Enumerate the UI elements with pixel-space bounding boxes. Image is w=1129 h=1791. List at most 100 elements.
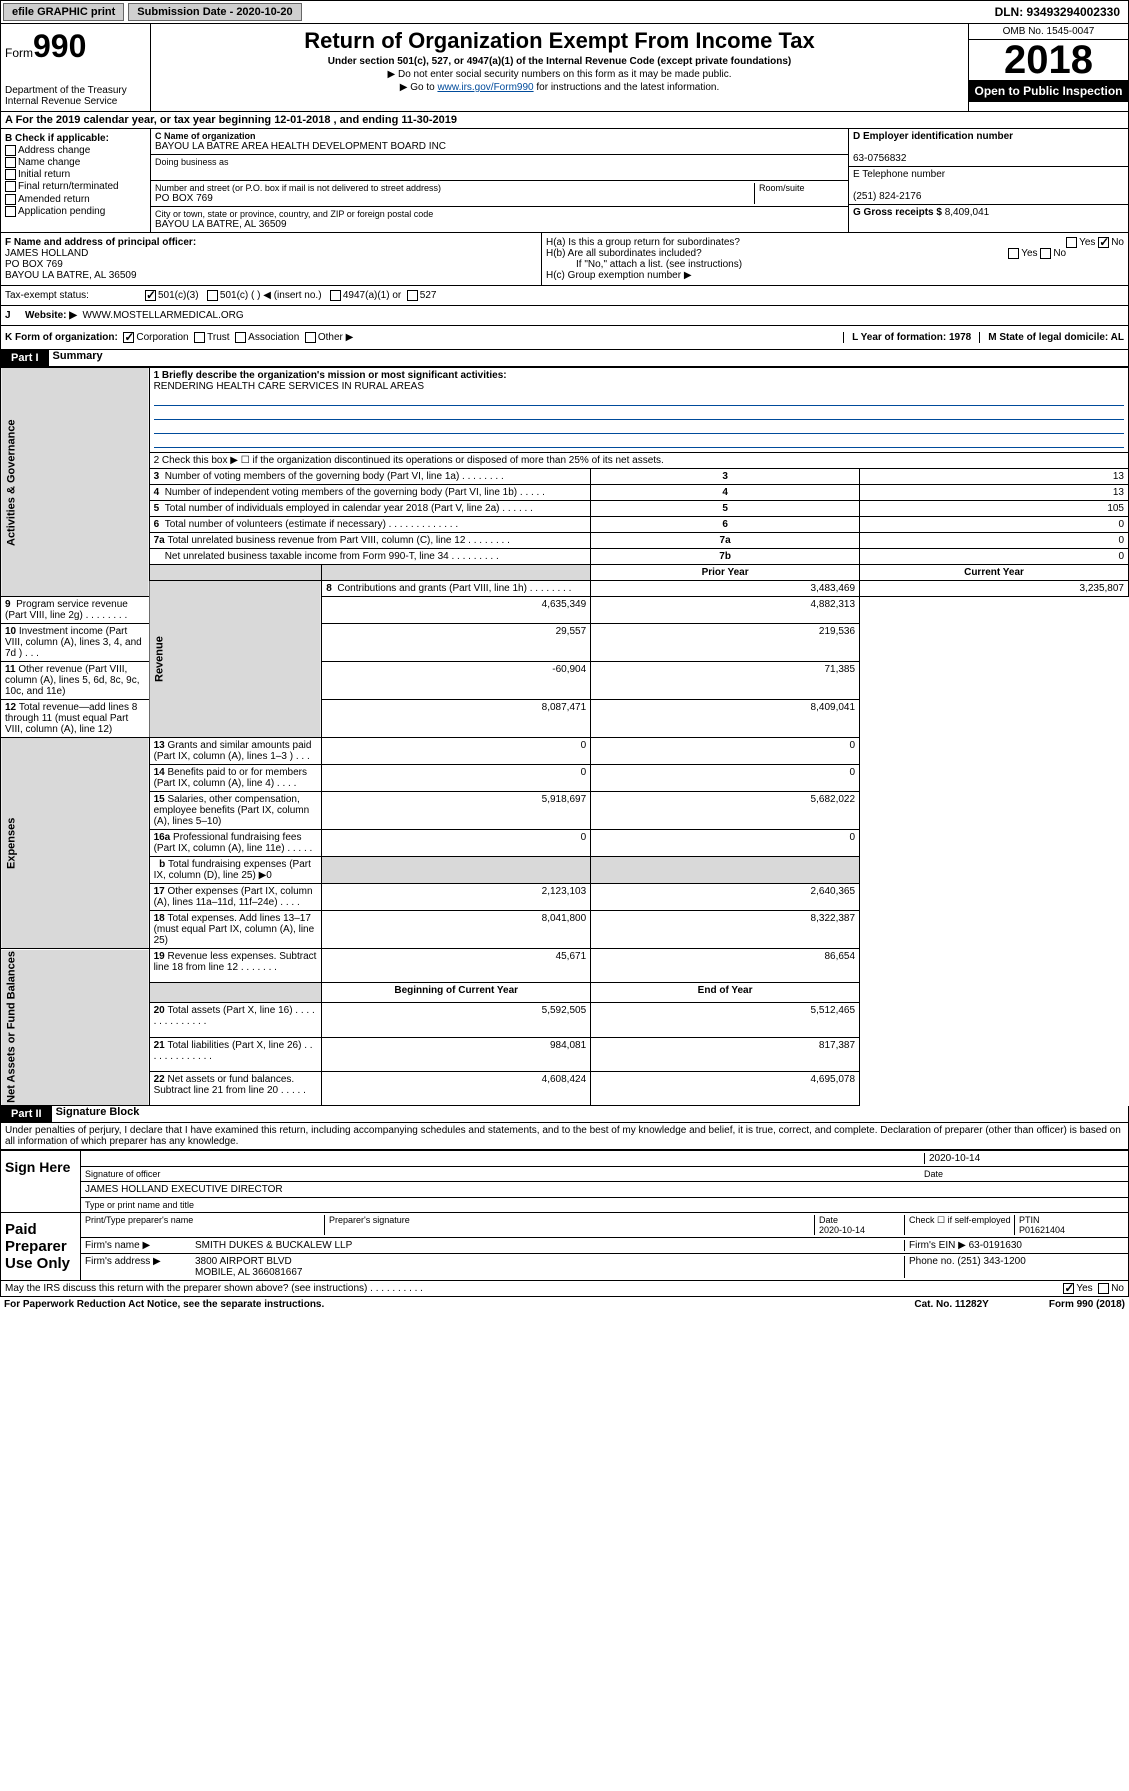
h-b-note: If "No," attach a list. (see instruction… [546, 259, 1124, 270]
declaration: Under penalties of perjury, I declare th… [0, 1123, 1129, 1150]
side-revenue: Revenue [149, 581, 322, 738]
officer-name: JAMES HOLLAND [5, 248, 88, 259]
sig-date: 2020-10-14 [924, 1153, 1124, 1164]
website-row: J Website: ▶ WWW.MOSTELLARMEDICAL.ORG [0, 306, 1129, 326]
row-11: 11 Other revenue (Part VIII, column (A),… [1, 662, 150, 700]
h-a: H(a) Is this a group return for subordin… [546, 237, 1124, 248]
year-formation: L Year of formation: 1978 [843, 332, 979, 343]
row-19: 19 Revenue less expenses. Subtract line … [149, 949, 322, 983]
phone-value: (251) 824-2176 [853, 191, 921, 202]
chk-other[interactable] [305, 332, 316, 343]
discuss-row: May the IRS discuss this return with the… [0, 1281, 1129, 1297]
ptin-value: P01621404 [1019, 1225, 1065, 1235]
h-b: H(b) Are all subordinates included? Yes … [546, 248, 1124, 259]
row-7a: 7a Total unrelated business revenue from… [149, 533, 591, 549]
section-b: B Check if applicable: Address change Na… [1, 129, 151, 232]
row-7b: Net unrelated business taxable income fr… [149, 549, 591, 565]
ein-value: 63-0756832 [853, 153, 906, 164]
chk-4947[interactable] [330, 290, 341, 301]
city-state-zip: BAYOU LA BATRE, AL 36509 [155, 219, 844, 230]
officer-addr1: PO BOX 769 [5, 259, 63, 270]
dba-label: Doing business as [155, 157, 844, 167]
firm-address: 3800 AIRPORT BLVD [195, 1256, 292, 1267]
row-12: 12 Total revenue—add lines 8 through 11 … [1, 700, 150, 738]
open-to-public: Open to Public Inspection [969, 80, 1128, 102]
chk-corporation[interactable] [123, 332, 134, 343]
paid-preparer-block: Paid Preparer Use Only Print/Type prepar… [0, 1213, 1129, 1281]
chk-name-change[interactable]: Name change [5, 157, 146, 168]
row-3: 3 Number of voting members of the govern… [149, 469, 591, 485]
row-16a: 16a Professional fundraising fees (Part … [149, 830, 322, 857]
row-16b: b Total fundraising expenses (Part IX, c… [149, 857, 322, 884]
paid-preparer-label: Paid Preparer Use Only [1, 1213, 81, 1280]
q1-label: 1 Briefly describe the organization's mi… [154, 370, 507, 381]
chk-final-return[interactable]: Final return/terminated [5, 181, 146, 192]
row-20: 20 Total assets (Part X, line 16) . . . … [149, 1003, 322, 1037]
row-10: 10 Investment income (Part VIII, column … [1, 624, 150, 662]
row-13: 13 Grants and similar amounts paid (Part… [149, 738, 322, 765]
part1-header: Part I Summary [0, 350, 1129, 367]
irs-link[interactable]: www.irs.gov/Form990 [437, 82, 533, 93]
h-c: H(c) Group exemption number ▶ [546, 270, 1124, 281]
side-expenses: Expenses [1, 738, 150, 949]
row-22: 22 Net assets or fund balances. Subtract… [149, 1071, 322, 1105]
sign-here-block: Sign Here 2020-10-14 Signature of office… [0, 1150, 1129, 1213]
discuss-no[interactable] [1098, 1283, 1109, 1294]
chk-501c[interactable] [207, 290, 218, 301]
row-6: 6 Total number of volunteers (estimate i… [149, 517, 591, 533]
sign-here-label: Sign Here [1, 1151, 81, 1212]
row-17: 17 Other expenses (Part IX, column (A), … [149, 884, 322, 911]
state-domicile: M State of legal domicile: AL [979, 332, 1124, 343]
form-number: Form990 [5, 28, 146, 65]
city-label: City or town, state or province, country… [155, 209, 844, 219]
row-5: 5 Total number of individuals employed i… [149, 501, 591, 517]
discuss-yes[interactable] [1063, 1283, 1074, 1294]
chk-app-pending[interactable]: Application pending [5, 206, 146, 217]
chk-association[interactable] [235, 332, 246, 343]
chk-amended[interactable]: Amended return [5, 194, 146, 205]
side-netassets: Net Assets or Fund Balances [1, 949, 150, 1106]
firm-phone: (251) 343-1200 [957, 1256, 1025, 1267]
section-f-h: F Name and address of principal officer:… [0, 233, 1129, 286]
form-title: Return of Organization Exempt From Incom… [155, 28, 964, 54]
form-header: Form990 Department of the Treasury Inter… [0, 24, 1129, 112]
ein-label: D Employer identification number [853, 131, 1013, 142]
dln-label: DLN: 93493294002330 [995, 5, 1126, 19]
chk-501c3[interactable] [145, 290, 156, 301]
efile-button[interactable]: efile GRAPHIC print [3, 3, 124, 21]
row-14: 14 Benefits paid to or for members (Part… [149, 765, 322, 792]
dept-label: Department of the Treasury Internal Reve… [5, 85, 146, 107]
chk-trust[interactable] [194, 332, 205, 343]
chk-address-change[interactable]: Address change [5, 145, 146, 156]
officer-name-title: JAMES HOLLAND EXECUTIVE DIRECTOR [85, 1184, 283, 1195]
phone-label: E Telephone number [853, 169, 945, 180]
row-15: 15 Salaries, other compensation, employe… [149, 792, 322, 830]
row-8: 8 Contributions and grants (Part VIII, l… [322, 581, 591, 597]
website-value: WWW.MOSTELLARMEDICAL.ORG [83, 310, 244, 321]
firm-ein: 63-0191630 [969, 1240, 1022, 1251]
submission-date-button[interactable]: Submission Date - 2020-10-20 [128, 3, 301, 21]
org-name: BAYOU LA BATRE AREA HEALTH DEVELOPMENT B… [155, 141, 844, 152]
row-21: 21 Total liabilities (Part X, line 26) .… [149, 1037, 322, 1071]
gross-receipts-value: 8,409,041 [945, 207, 990, 218]
chk-initial-return[interactable]: Initial return [5, 169, 146, 180]
mission-text: RENDERING HEALTH CARE SERVICES IN RURAL … [154, 381, 424, 392]
ssn-note: ▶ Do not enter social security numbers o… [155, 69, 964, 80]
row-4: 4 Number of independent voting members o… [149, 485, 591, 501]
officer-addr2: BAYOU LA BATRE, AL 36509 [5, 270, 137, 281]
room-label: Room/suite [759, 183, 844, 193]
side-governance: Activities & Governance [1, 368, 150, 597]
row-9: 9 Program service revenue (Part VIII, li… [1, 597, 150, 624]
form-footer: Form 990 (2018) [1049, 1299, 1125, 1310]
entity-block: B Check if applicable: Address change Na… [0, 129, 1129, 233]
addr-label: Number and street (or P.O. box if mail i… [155, 183, 754, 193]
tax-status-row: Tax-exempt status: 501(c)(3) 501(c) ( ) … [0, 286, 1129, 306]
street-address: PO BOX 769 [155, 193, 754, 204]
summary-table: Activities & Governance 1 Briefly descri… [0, 367, 1129, 1106]
q2-text: 2 Check this box ▶ ☐ if the organization… [149, 453, 1128, 469]
row-a-period: A For the 2019 calendar year, or tax yea… [0, 112, 1129, 129]
chk-527[interactable] [407, 290, 418, 301]
row-18: 18 Total expenses. Add lines 13–17 (must… [149, 911, 322, 949]
cat-no: Cat. No. 11282Y [914, 1299, 988, 1310]
form-subtitle: Under section 501(c), 527, or 4947(a)(1)… [155, 56, 964, 67]
